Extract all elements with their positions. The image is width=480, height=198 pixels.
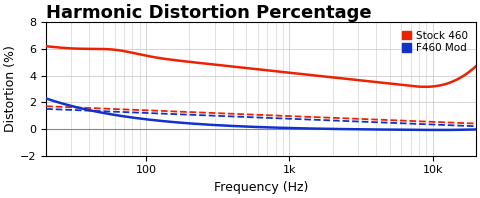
Text: Harmonic Distortion Percentage: Harmonic Distortion Percentage [46,4,372,22]
Y-axis label: Distortion (%): Distortion (%) [4,46,17,132]
X-axis label: Frequency (Hz): Frequency (Hz) [214,181,308,194]
Legend: Stock 460, F460 Mod: Stock 460, F460 Mod [399,28,470,56]
